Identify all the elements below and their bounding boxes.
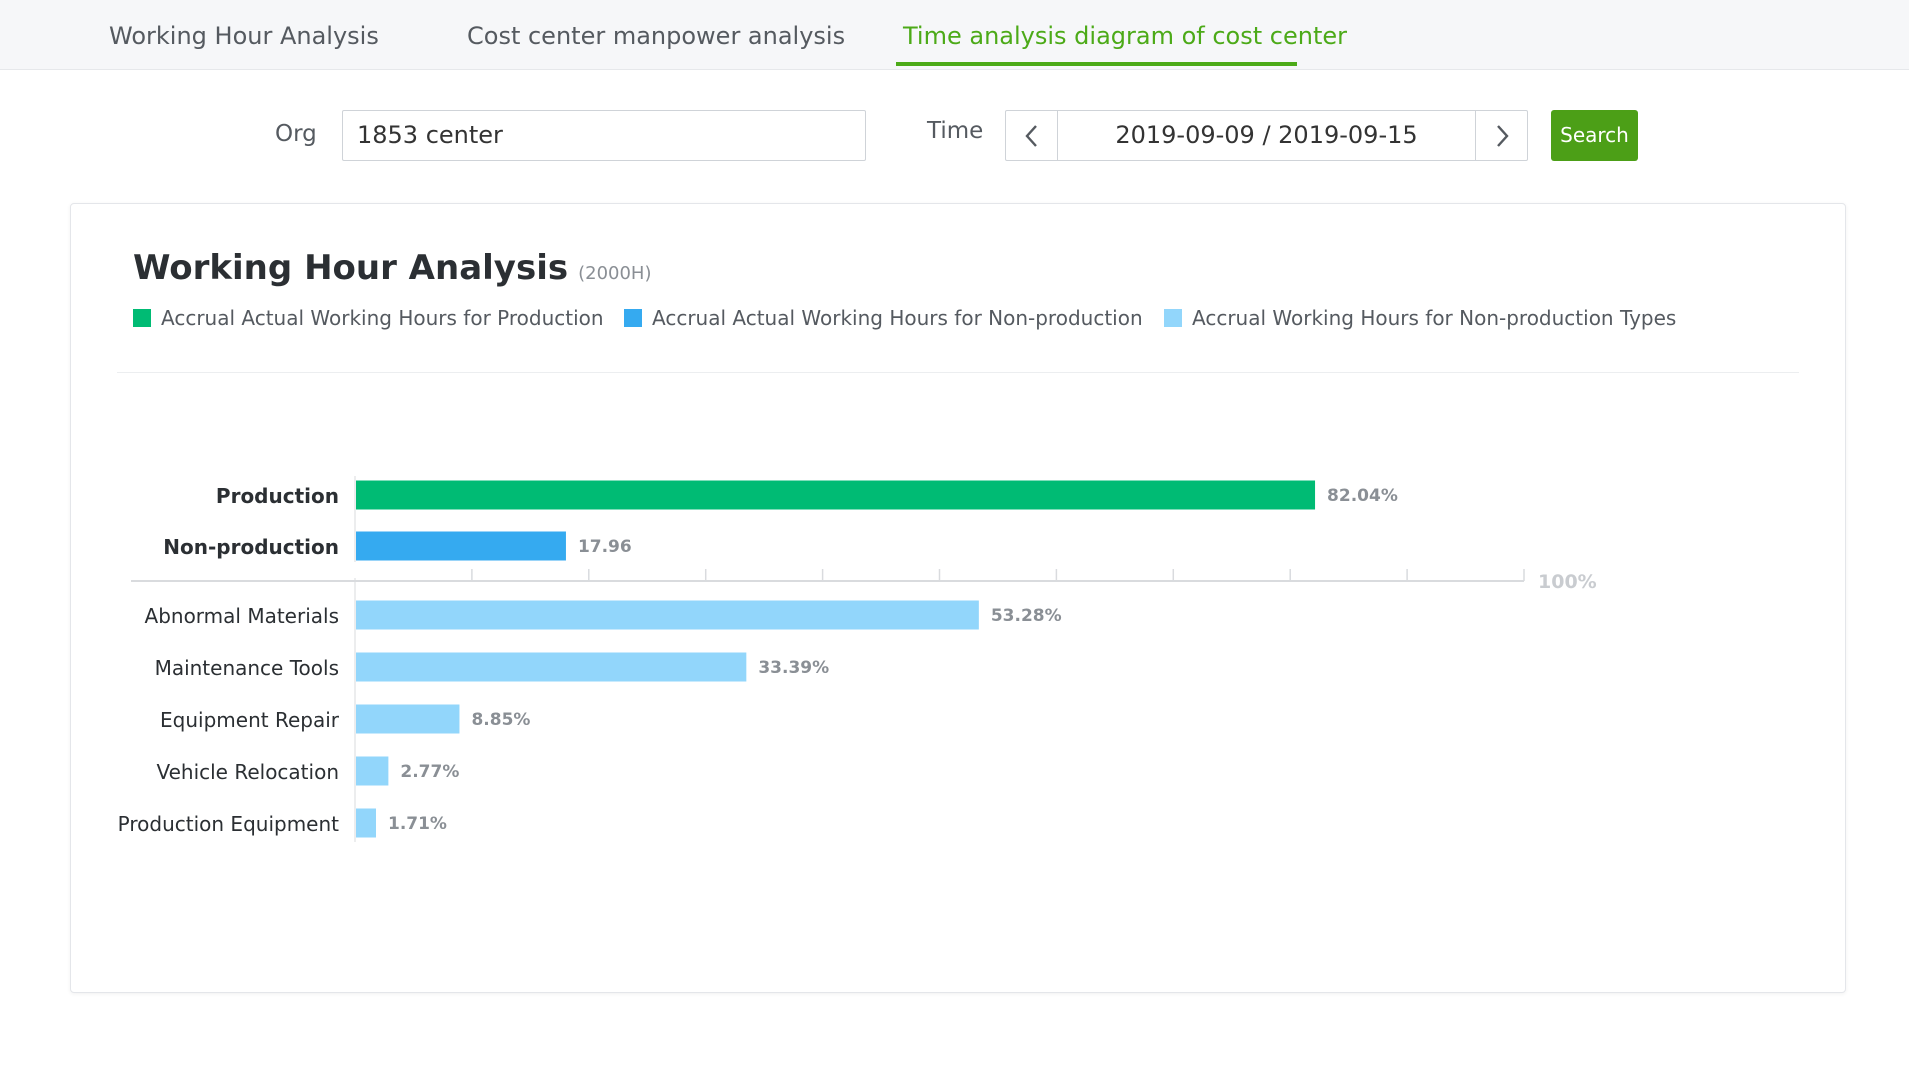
card-divider	[117, 372, 1799, 373]
legend-label-production: Accrual Actual Working Hours for Product…	[161, 306, 604, 330]
data-label: 53.28%	[991, 606, 1062, 626]
search-button[interactable]: Search	[1551, 110, 1638, 161]
category-label: Vehicle Relocation	[156, 760, 339, 784]
bar-production-equipment	[356, 808, 376, 838]
bar-abnormal-materials	[356, 600, 979, 630]
bar-non-production	[356, 531, 566, 561]
tab-cost-center-manpower-analysis[interactable]: Cost center manpower analysis	[467, 22, 846, 50]
card-title: Working Hour Analysis (2000H)	[133, 248, 651, 288]
category-label: Non-production	[163, 535, 339, 559]
previous-week-button[interactable]	[1006, 111, 1058, 160]
chart-card: Working Hour Analysis (2000H) Accrual Act…	[70, 203, 1846, 993]
category-label: Production Equipment	[118, 812, 339, 836]
legend-item-non-production: Accrual Actual Working Hours for Non-pro…	[624, 306, 1143, 330]
data-label: 33.39%	[758, 658, 829, 678]
bar-equipment-repair	[356, 704, 460, 734]
category-label: Maintenance Tools	[155, 656, 339, 680]
legend-item-non-production-types: Accrual Working Hours for Non-production…	[1164, 306, 1676, 330]
bar-vehicle-relocation	[356, 756, 389, 786]
data-label: 17.96	[578, 537, 632, 557]
tab-time-analysis-diagram[interactable]: Time analysis diagram of cost center	[903, 22, 1347, 50]
legend-item-production: Accrual Actual Working Hours for Product…	[133, 306, 604, 330]
data-label: 1.71%	[388, 814, 447, 834]
time-label: Time	[927, 118, 984, 144]
card-unit: (2000H)	[578, 263, 652, 284]
org-input[interactable]: 1853 center	[342, 110, 866, 161]
org-label: Org	[275, 121, 317, 147]
legend-swatch-production	[133, 309, 151, 327]
legend-swatch-non-production-types	[1164, 309, 1182, 327]
data-label: 8.85%	[471, 710, 530, 730]
active-tab-indicator	[896, 62, 1297, 66]
chevron-right-icon	[1496, 124, 1509, 147]
data-label: 82.04%	[1327, 486, 1398, 506]
card-title-text: Working Hour Analysis	[133, 248, 569, 288]
x-axis-max-label: 100%	[1538, 571, 1597, 593]
legend-label-non-production-types: Accrual Working Hours for Non-production…	[1192, 306, 1677, 330]
bar-production	[356, 480, 1316, 510]
next-week-button[interactable]	[1475, 111, 1527, 160]
chevron-left-icon	[1024, 124, 1037, 147]
category-label: Equipment Repair	[160, 708, 340, 732]
date-range-value[interactable]: 2019-09-09 / 2019-09-15	[1115, 121, 1418, 149]
legend-swatch-non-production	[624, 309, 642, 327]
tab-working-hour-analysis[interactable]: Working Hour Analysis	[109, 22, 379, 50]
data-label: 2.77%	[400, 762, 459, 782]
legend-label-non-production: Accrual Actual Working Hours for Non-pro…	[652, 306, 1143, 330]
date-range-picker: 2019-09-09 / 2019-09-15	[1005, 110, 1528, 161]
bar-chart: 100% Production 82.04% Non-production 17.96 A…	[118, 476, 1597, 842]
category-label: Abnormal Materials	[145, 604, 339, 628]
tab-bar: Working Hour Analysis Cost center manpow…	[0, 0, 1909, 70]
category-label: Production	[216, 484, 339, 508]
bar-maintenance-tools	[356, 652, 747, 682]
